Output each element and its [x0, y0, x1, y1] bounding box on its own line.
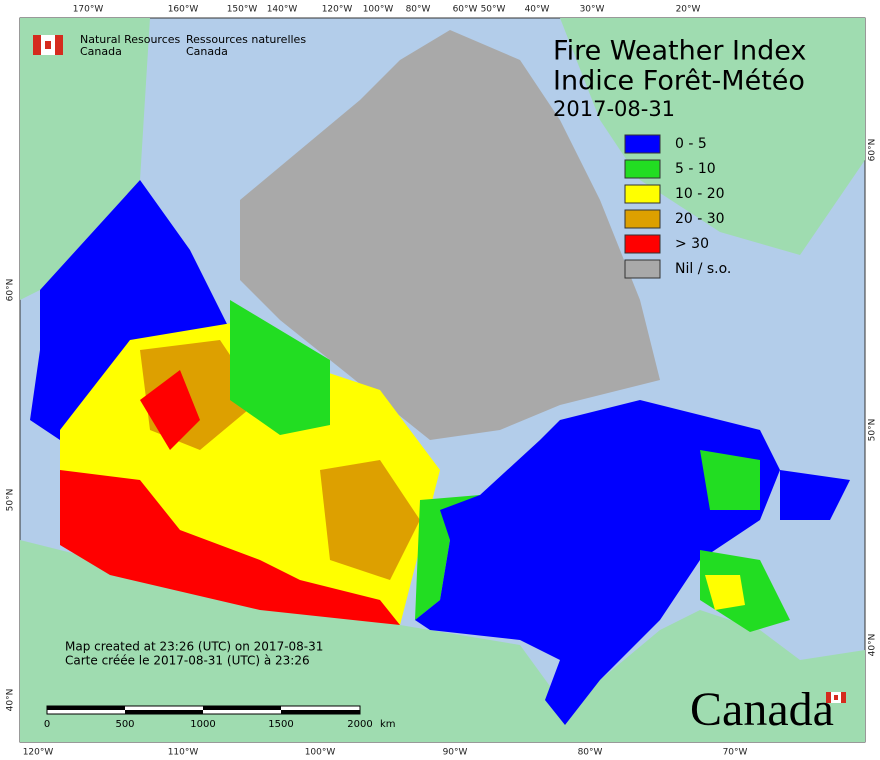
latitude-label: 50°N: [868, 419, 878, 442]
latitude-label: 60°N: [6, 279, 16, 302]
scale-label: 2000: [347, 719, 372, 730]
agency-en: Natural Resources: [80, 33, 181, 46]
longitude-label: 80°W: [406, 5, 431, 15]
latitude-label: 40°N: [868, 634, 878, 657]
legend-label: Nil / s.o.: [675, 261, 731, 277]
legend-swatch: [624, 234, 661, 254]
agency-fr: Ressources naturelles: [186, 33, 306, 46]
latitude-label: 40°N: [6, 689, 16, 712]
legend-label: > 30: [675, 236, 709, 252]
legend-swatch: [624, 159, 661, 179]
wordmark: Canada: [690, 683, 834, 736]
scale-unit: km: [380, 719, 396, 730]
legend-label: 0 - 5: [675, 136, 707, 152]
latitude-label: 50°N: [6, 489, 16, 512]
title: Fire Weather Index: [553, 36, 806, 67]
fwi-zones: [30, 180, 850, 725]
longitude-label: 70°W: [723, 748, 748, 758]
longitude-label: 100°W: [305, 748, 336, 758]
longitude-label: 90°W: [443, 748, 468, 758]
scale-label: 500: [115, 719, 134, 730]
title: Indice Forêt-Météo: [553, 66, 805, 97]
longitude-label: 80°W: [578, 748, 603, 758]
map-note: Carte créée le 2017-08-31 (UTC) à 23:26: [65, 654, 310, 668]
longitude-label: 150°W: [227, 5, 258, 15]
wordmark-flag: [826, 692, 846, 703]
longitude-label: 120°W: [322, 5, 353, 15]
longitude-label: 60°W: [453, 5, 478, 15]
scale-bar: [46, 705, 361, 715]
longitude-label: 140°W: [267, 5, 298, 15]
legend-label: 10 - 20: [675, 186, 725, 202]
map-note: Map created at 23:26 (UTC) on 2017-08-31: [65, 640, 323, 654]
land-outside: [20, 18, 865, 742]
legend-label: 5 - 10: [675, 161, 716, 177]
legend-swatch: [624, 134, 661, 154]
logo-flag: [33, 35, 63, 55]
agency-en: Canada: [80, 45, 122, 58]
date: 2017-08-31: [553, 97, 675, 121]
agency-fr: Canada: [186, 45, 228, 58]
arctic-no-data: [240, 30, 660, 440]
legend-label: 20 - 30: [675, 211, 725, 227]
longitude-label: 40°W: [525, 5, 550, 15]
scale-label: 0: [44, 719, 50, 730]
longitude-label: 100°W: [363, 5, 394, 15]
longitude-label: 170°W: [73, 5, 104, 15]
scale-label: 1000: [190, 719, 215, 730]
legend-swatch: [624, 184, 661, 204]
legend-swatch: [624, 259, 661, 279]
longitude-label: 50°W: [481, 5, 506, 15]
legend-swatch: [624, 209, 661, 229]
latitude-label: 60°N: [868, 139, 878, 162]
longitude-label: 20°W: [676, 5, 701, 15]
longitude-label: 120°W: [23, 748, 54, 758]
longitude-label: 160°W: [168, 5, 199, 15]
longitude-label: 110°W: [168, 748, 199, 758]
longitude-label: 30°W: [580, 5, 605, 15]
scale-label: 1500: [268, 719, 293, 730]
